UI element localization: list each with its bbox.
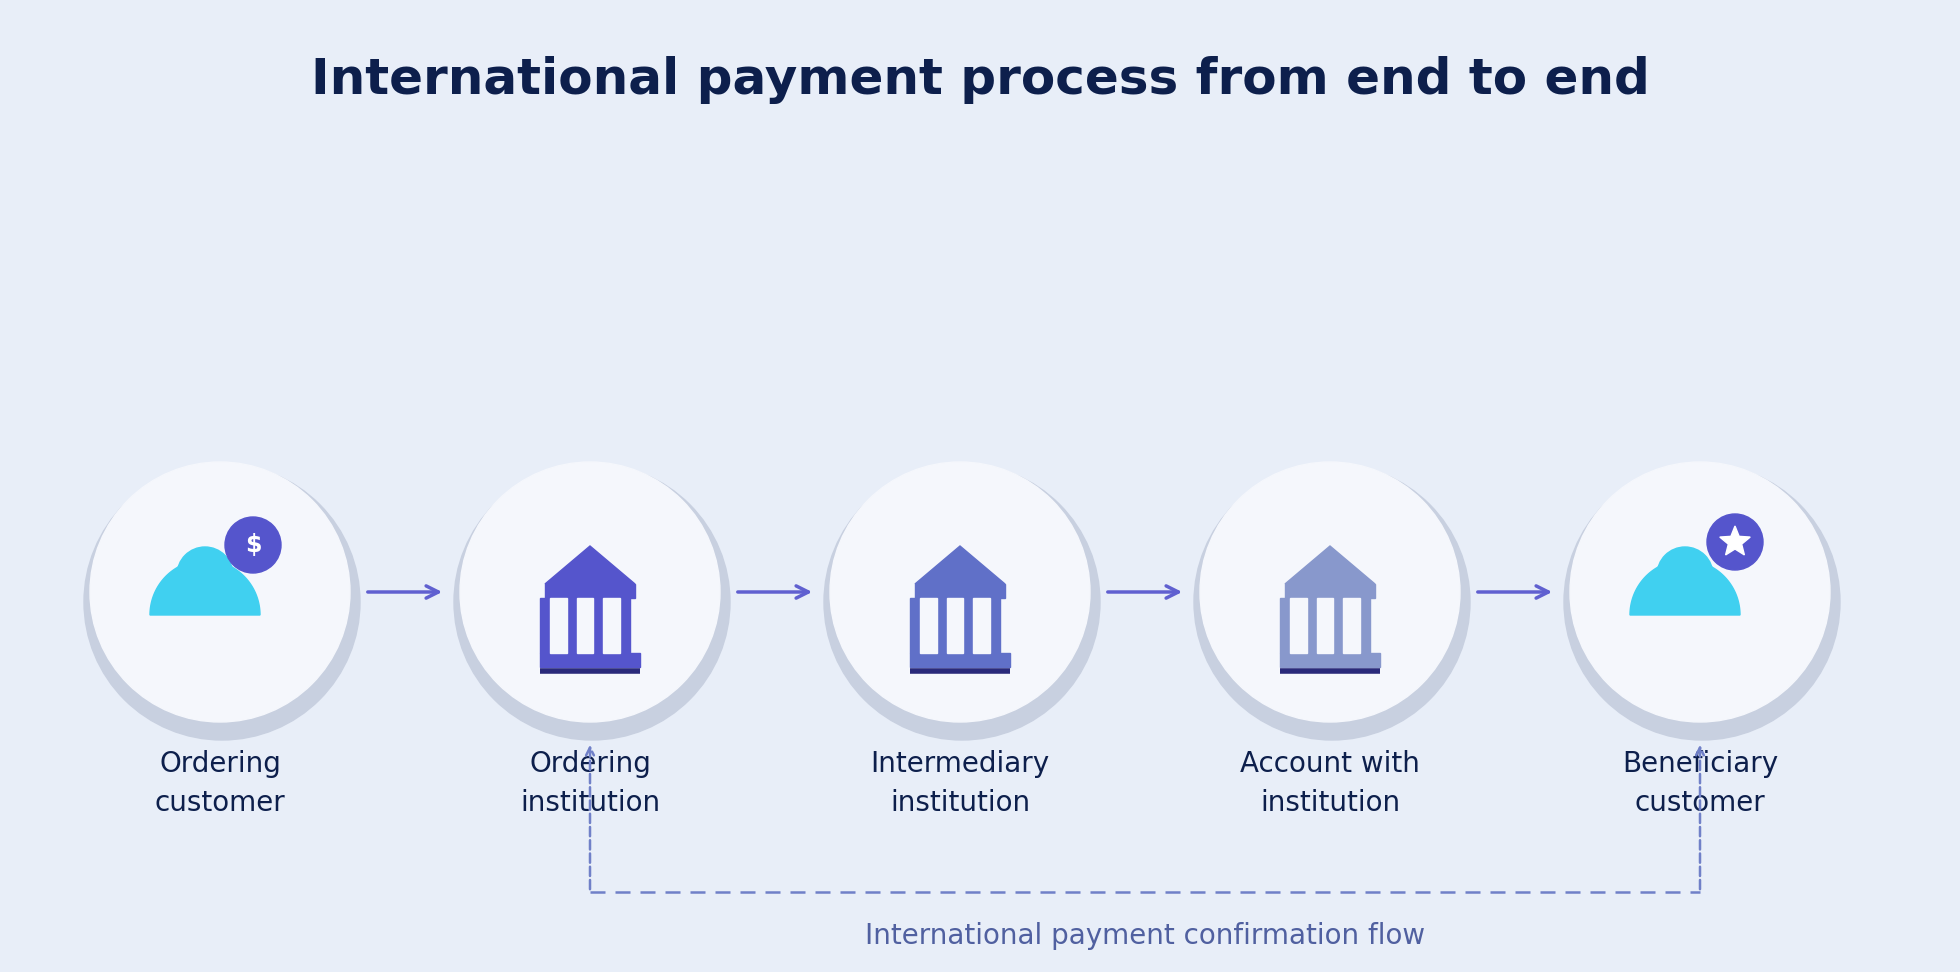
Circle shape — [829, 462, 1090, 722]
Bar — [1307, 598, 1317, 653]
Bar — [1360, 598, 1370, 653]
Circle shape — [1194, 464, 1470, 740]
Text: Intermediary
institution: Intermediary institution — [870, 750, 1049, 817]
Bar — [551, 598, 566, 653]
Bar — [545, 584, 635, 598]
Circle shape — [1564, 464, 1840, 740]
Bar — [1286, 584, 1376, 598]
Bar — [1280, 598, 1290, 653]
Circle shape — [90, 462, 351, 722]
Bar — [909, 653, 1009, 667]
Circle shape — [1707, 514, 1762, 570]
Bar — [990, 598, 1000, 653]
Bar — [1280, 653, 1380, 667]
Circle shape — [455, 464, 729, 740]
Circle shape — [1200, 462, 1460, 722]
Text: Beneficiary
customer: Beneficiary customer — [1623, 750, 1778, 817]
Circle shape — [1570, 462, 1831, 722]
Bar — [937, 598, 947, 653]
Polygon shape — [1719, 526, 1750, 555]
Bar — [974, 598, 990, 653]
Polygon shape — [545, 546, 635, 584]
Bar — [576, 598, 594, 653]
Circle shape — [461, 462, 719, 722]
Circle shape — [823, 464, 1100, 740]
Polygon shape — [1631, 560, 1740, 615]
Bar — [909, 598, 919, 653]
Bar — [1317, 598, 1333, 653]
Text: International payment confirmation flow: International payment confirmation flow — [864, 922, 1425, 950]
Polygon shape — [151, 560, 261, 615]
Bar — [1290, 598, 1307, 653]
Text: Ordering
customer: Ordering customer — [155, 750, 286, 817]
Bar — [619, 598, 629, 653]
Bar — [1333, 598, 1343, 653]
Circle shape — [1656, 547, 1713, 603]
Bar — [1343, 598, 1360, 653]
Text: Account with
institution: Account with institution — [1241, 750, 1419, 817]
Bar — [915, 584, 1005, 598]
Text: International payment process from end to end: International payment process from end t… — [310, 56, 1650, 104]
Bar — [594, 598, 604, 653]
Bar — [962, 598, 974, 653]
Circle shape — [225, 517, 280, 573]
Text: Ordering
institution: Ordering institution — [519, 750, 661, 817]
Polygon shape — [1286, 546, 1376, 584]
Text: $: $ — [245, 533, 261, 557]
Bar — [604, 598, 619, 653]
Bar — [947, 598, 962, 653]
Bar — [541, 598, 551, 653]
Circle shape — [84, 464, 361, 740]
Polygon shape — [915, 546, 1005, 584]
Circle shape — [176, 547, 233, 603]
Bar — [919, 598, 937, 653]
Bar — [566, 598, 576, 653]
Bar — [541, 653, 641, 667]
